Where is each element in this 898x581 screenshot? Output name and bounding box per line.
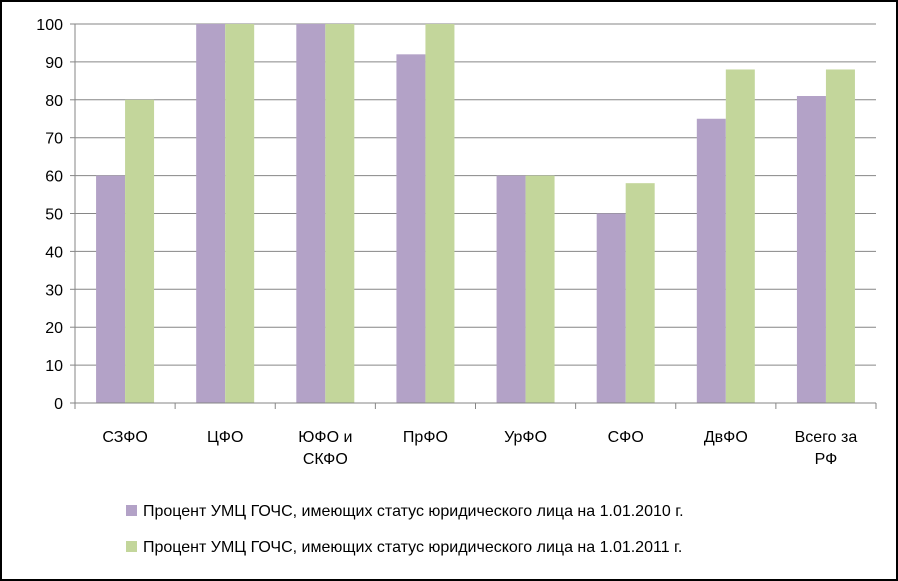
x-tick-label: СЗФО xyxy=(102,429,147,446)
y-tick-label: 80 xyxy=(45,93,63,110)
x-tick-label: ДвФО xyxy=(704,429,748,446)
x-tick-label: ЮФО и СКФО xyxy=(298,429,352,468)
bar-series-1 xyxy=(596,213,626,403)
y-tick-label: 40 xyxy=(45,244,63,261)
axes xyxy=(70,23,877,409)
legend-swatch xyxy=(126,541,137,552)
legend-label: Процент УМЦ ГОЧС, имеющих статус юридиче… xyxy=(143,503,684,520)
x-tick-label: Всего за РФ xyxy=(795,429,858,468)
legend-label: Процент УМЦ ГОЧС, имеющих статус юридиче… xyxy=(143,539,682,556)
y-tick-label: 60 xyxy=(45,169,63,186)
x-tick-label-line: СЗФО xyxy=(102,429,147,446)
y-tick-label: 30 xyxy=(45,282,63,299)
bar-series-2 xyxy=(825,69,855,403)
x-tick-label-line: РФ xyxy=(815,451,838,468)
x-tick-label: ПрФО xyxy=(403,429,448,446)
bar-series-2 xyxy=(725,69,755,403)
y-tick-label: 90 xyxy=(45,55,63,72)
x-tick-label-line: УрФО xyxy=(504,429,547,446)
bar-series-1 xyxy=(496,175,526,403)
bar-series-1 xyxy=(96,175,126,403)
x-tick-label-line: ЮФО и xyxy=(298,429,352,446)
y-tick-label: 70 xyxy=(45,131,63,148)
bar-series-1 xyxy=(196,24,226,403)
x-tick-label-line: СФО xyxy=(608,429,644,446)
bar-series-2 xyxy=(525,175,555,403)
bar-series-1 xyxy=(396,54,426,403)
y-tick-labels: 0 10 20 30 40 50 60 70 80 90 100 xyxy=(36,17,63,413)
x-tick-label: ЦФО xyxy=(207,429,243,446)
bar-series-2 xyxy=(125,99,155,404)
y-tick-label: 10 xyxy=(45,358,63,375)
bar-series-2 xyxy=(425,24,455,403)
x-tick-label-line: ПрФО xyxy=(403,429,448,446)
bar-series-2 xyxy=(625,183,655,403)
x-tick-label-line: ЦФО xyxy=(207,429,243,446)
y-tick-label: 100 xyxy=(36,17,63,34)
bar-series-1 xyxy=(296,24,326,403)
x-tick-labels: СЗФО ЦФО ЮФО и СКФО ПрФО УрФО СФО ДвФО Всего за Р… xyxy=(102,429,857,468)
bars xyxy=(96,24,855,404)
y-tick-label: 50 xyxy=(45,207,63,224)
x-tick-label-line: Всего за xyxy=(795,429,858,446)
x-tick-label: СФО xyxy=(608,429,644,446)
bar-series-2 xyxy=(225,24,255,403)
y-tick-label: 0 xyxy=(54,396,63,413)
x-tick-label-line: ДвФО xyxy=(704,429,748,446)
x-tick-label: УрФО xyxy=(504,429,547,446)
bar-series-1 xyxy=(796,96,826,403)
x-tick-label-line: СКФО xyxy=(303,451,348,468)
gridlines xyxy=(75,23,876,366)
legend-swatch xyxy=(126,505,137,516)
legend: Процент УМЦ ГОЧС, имеющих статус юридиче… xyxy=(126,503,684,556)
bar-series-1 xyxy=(696,118,726,403)
y-tick-label: 20 xyxy=(45,320,63,337)
bar-series-2 xyxy=(325,24,355,403)
